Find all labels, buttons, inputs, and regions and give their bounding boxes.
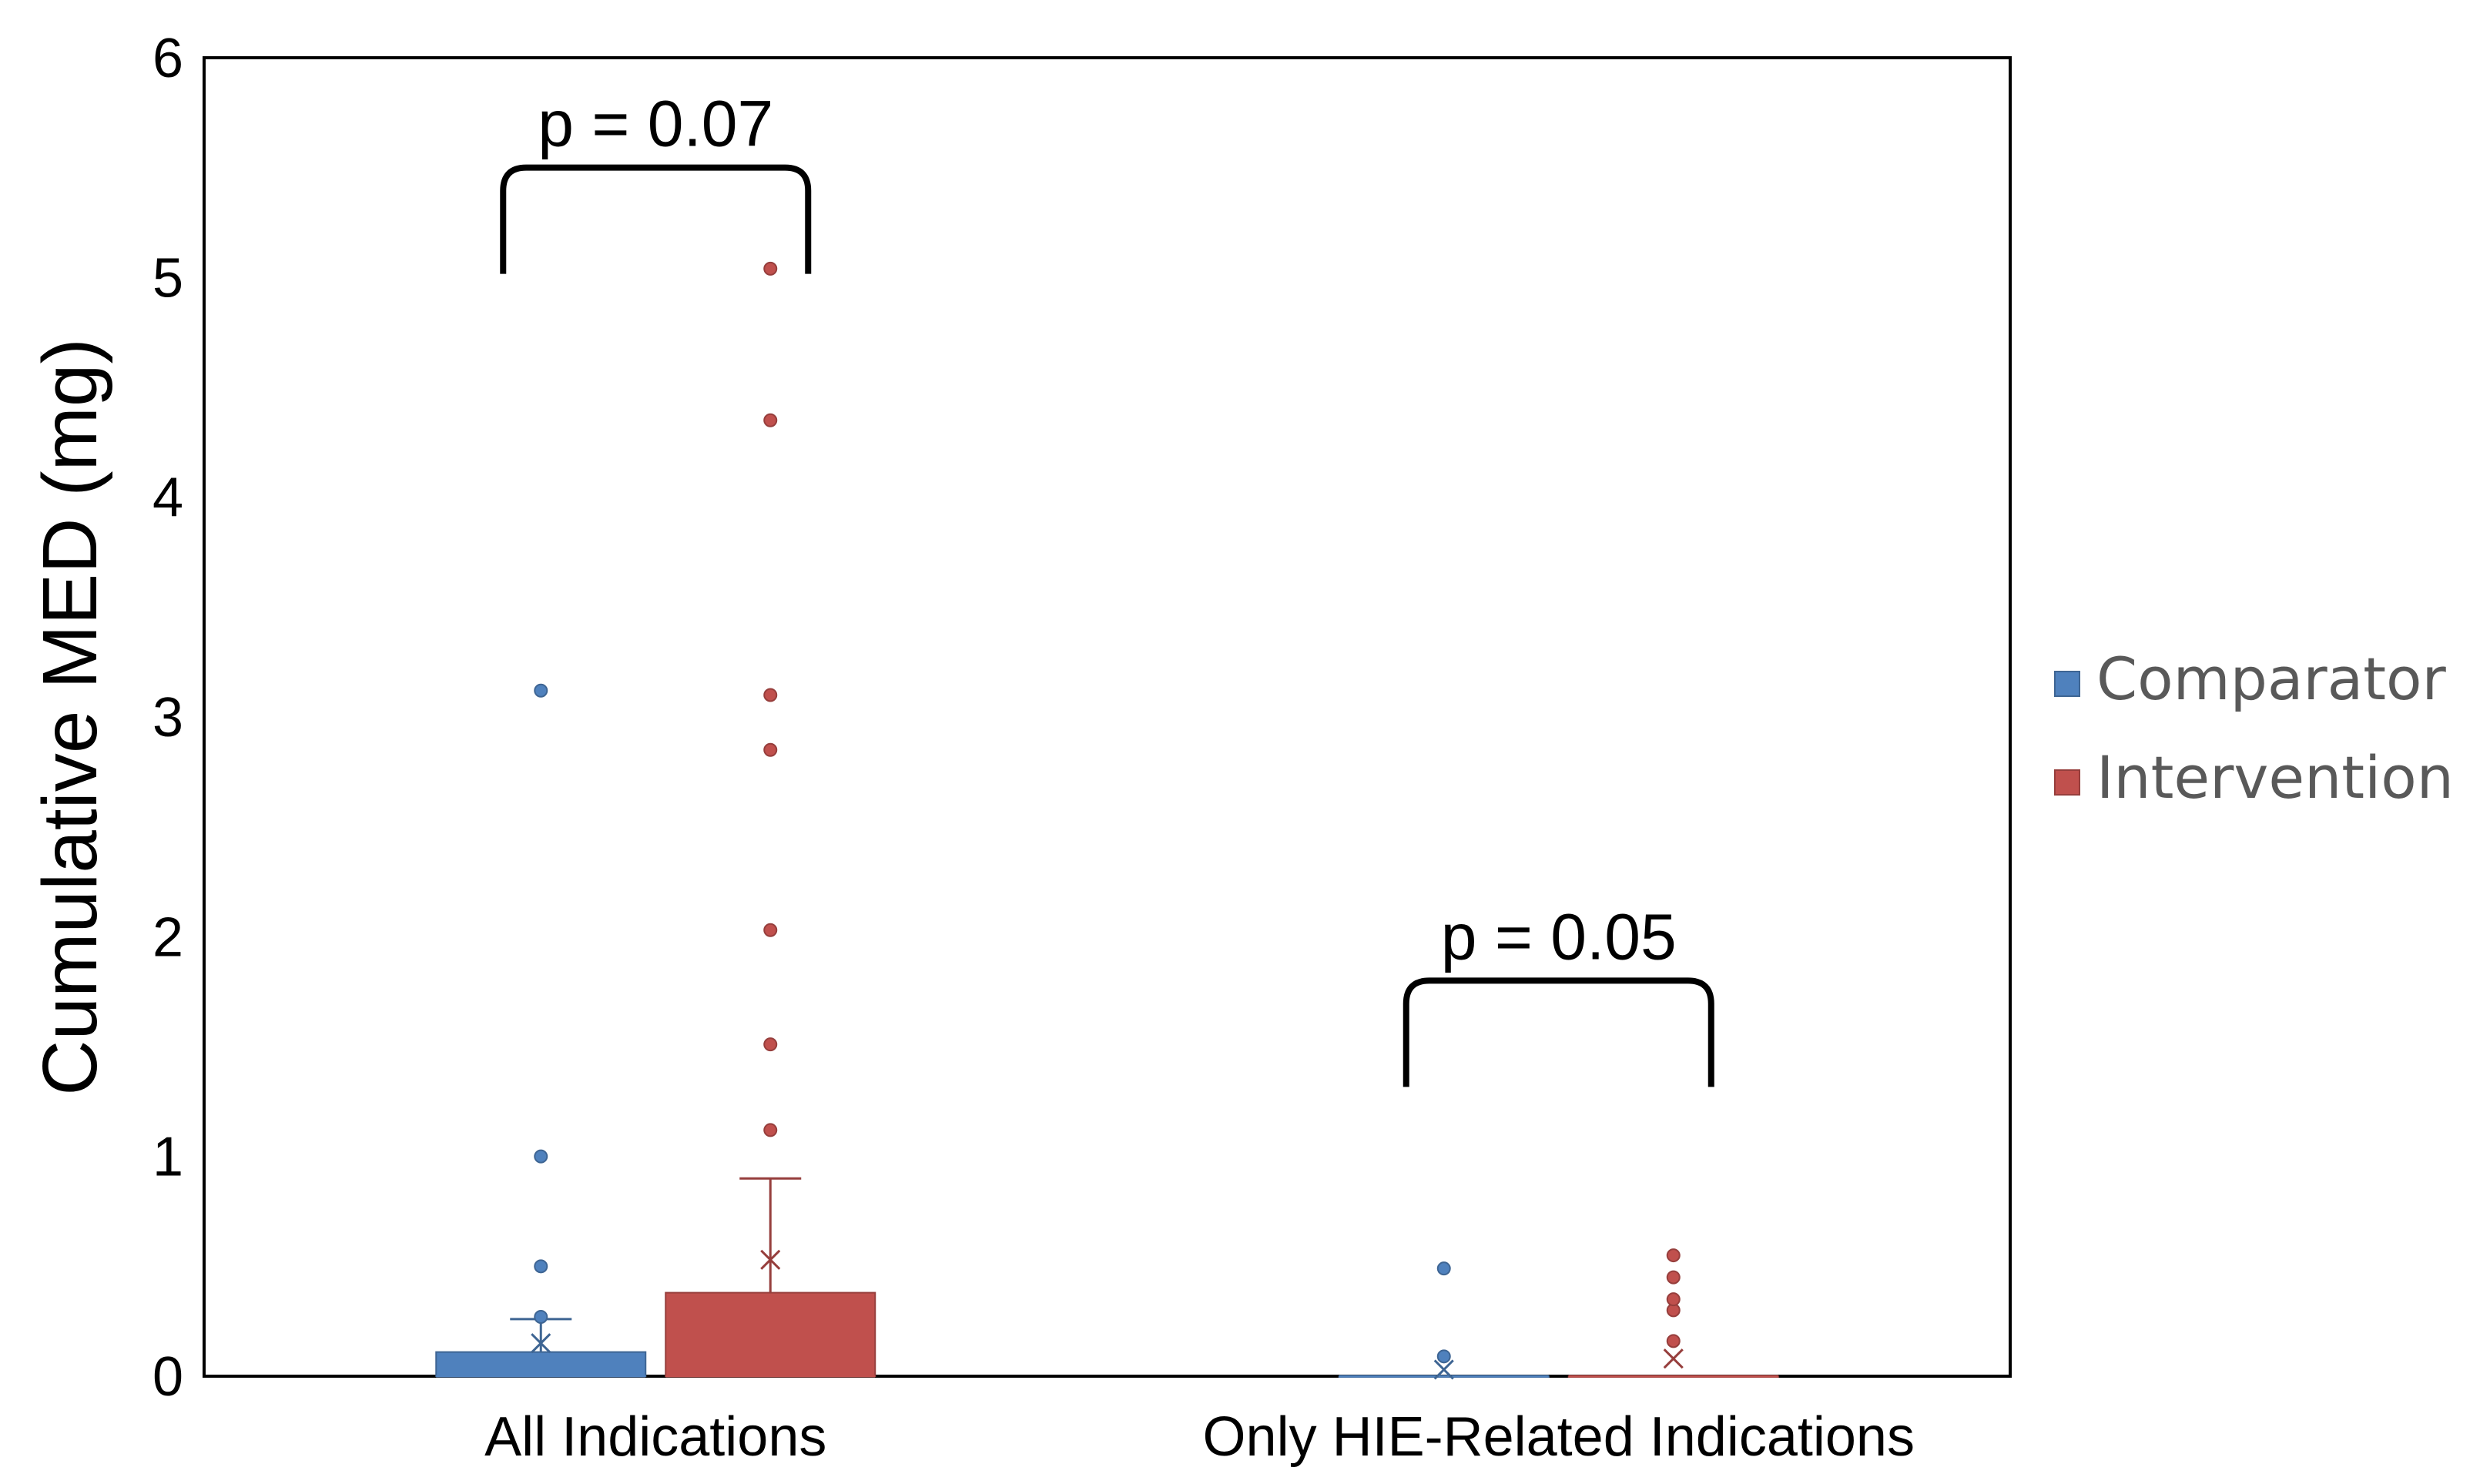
mean-marker (1433, 1359, 1454, 1380)
box-body (665, 1291, 876, 1378)
y-tick-label: 1 (152, 1127, 183, 1188)
outlier-point (534, 1149, 548, 1164)
significance-bracket (1403, 977, 1714, 1087)
box-comparator-1 (1338, 1261, 1550, 1380)
mean-marker (760, 1249, 781, 1270)
significance-annotation: p = 0.05 (1403, 900, 1714, 1087)
y-tick-label: 4 (152, 467, 183, 529)
outlier-point (763, 1123, 778, 1137)
significance-bracket (500, 164, 812, 274)
plot-area-frame (203, 56, 2012, 1378)
outlier-point (763, 688, 778, 702)
significance-annotations: p = 0.07 p = 0.05 (500, 88, 1714, 1087)
p-value-label: p = 0.05 (1441, 900, 1677, 973)
box-intervention-1 (1567, 1248, 1779, 1378)
y-tick-label: 3 (152, 687, 183, 749)
y-tick-labels: 0 1 2 3 4 5 6 (152, 28, 183, 1408)
outlier-point (1666, 1292, 1681, 1307)
p-value-label: p = 0.07 (538, 88, 773, 160)
legend-swatch (2054, 671, 2080, 697)
legend: Comparator Intervention (2054, 645, 2454, 812)
legend-label: Intervention (2096, 743, 2454, 812)
outlier-point (763, 742, 778, 757)
outlier-point (763, 261, 778, 276)
box-body (435, 1351, 647, 1377)
outlier-point (1666, 1334, 1681, 1348)
significance-annotation: p = 0.07 (500, 88, 812, 274)
boxes (435, 261, 1779, 1380)
box-intervention-0 (665, 261, 876, 1378)
legend-swatch (2054, 769, 2080, 796)
category-label: Only HIE-Related Indications (1203, 1406, 1915, 1468)
category-label: All Indications (484, 1406, 826, 1468)
outlier-point (534, 683, 548, 698)
box-comparator-0 (435, 683, 647, 1378)
outlier-point (763, 1037, 778, 1052)
y-tick-label: 2 (152, 906, 183, 968)
legend-item: Intervention (2054, 743, 2454, 812)
outlier-point (1666, 1270, 1681, 1285)
legend-label: Comparator (2096, 645, 2447, 713)
outlier-point (534, 1309, 548, 1324)
outlier-point (1436, 1261, 1451, 1276)
mean-marker (531, 1333, 551, 1354)
outlier-point (534, 1259, 548, 1274)
y-tick-label: 5 (152, 247, 183, 309)
outlier-point (763, 923, 778, 937)
y-tick-label: 6 (152, 28, 183, 89)
y-axis-title: Cumulative MED (mg) (27, 338, 113, 1096)
y-tick-label: 0 (152, 1346, 183, 1408)
outlier-point (1436, 1349, 1451, 1364)
outlier-point (1666, 1248, 1681, 1263)
legend-item: Comparator (2054, 645, 2447, 713)
outlier-point (763, 413, 778, 427)
category-labels: All Indications Only HIE-Related Indicati… (484, 1406, 1915, 1468)
mean-marker (1663, 1348, 1684, 1369)
